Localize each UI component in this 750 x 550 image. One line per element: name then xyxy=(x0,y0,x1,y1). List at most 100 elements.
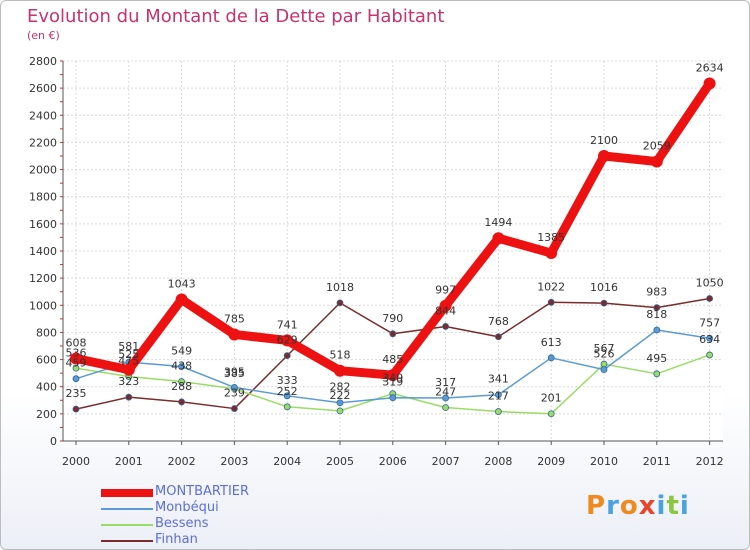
data-point xyxy=(72,405,80,413)
logo-letter: P xyxy=(586,491,607,521)
x-tick-label: 2006 xyxy=(379,455,407,468)
data-point xyxy=(230,405,238,412)
data-point xyxy=(283,403,291,411)
y-tick-label: 200 xyxy=(36,408,57,421)
y-tick-label: 600 xyxy=(36,354,57,367)
x-tick-label: 2010 xyxy=(590,455,618,468)
logo-letter: i xyxy=(679,491,690,521)
data-label: 1494 xyxy=(484,216,512,229)
data-point xyxy=(442,323,450,330)
data-point xyxy=(439,299,452,312)
legend-label: Bessens xyxy=(155,516,209,531)
logo-letter: t xyxy=(666,491,680,521)
y-tick-label: 1600 xyxy=(29,218,57,231)
data-label: 518 xyxy=(330,349,351,362)
chart-subtitle: (en €) xyxy=(27,29,60,42)
logo-letter: i xyxy=(656,491,667,521)
proxiti-logo: Proxiti xyxy=(586,491,690,521)
data-label: 475 xyxy=(118,355,139,368)
data-point xyxy=(598,150,610,162)
data-label: 438 xyxy=(171,360,192,373)
data-point xyxy=(336,407,344,415)
data-label: 235 xyxy=(66,387,87,400)
x-tick-label: 2009 xyxy=(537,455,565,468)
data-point xyxy=(547,410,555,418)
logo-letter: r xyxy=(606,491,620,521)
chart-title: Evolution du Montant de la Dette par Hab… xyxy=(27,6,445,27)
data-point xyxy=(706,295,713,302)
data-label: 581 xyxy=(118,340,139,353)
data-point xyxy=(442,394,450,402)
x-tick-label: 2011 xyxy=(643,455,671,468)
x-tick-label: 2003 xyxy=(220,455,248,468)
data-point xyxy=(653,370,661,378)
data-label: 536 xyxy=(66,346,87,359)
x-tick-label: 2005 xyxy=(326,455,354,468)
x-tick-label: 2001 xyxy=(115,455,143,468)
data-label: 629 xyxy=(277,334,298,347)
data-label: 2059 xyxy=(643,140,671,153)
data-point xyxy=(545,247,558,260)
data-point xyxy=(72,375,80,383)
data-point xyxy=(178,378,186,385)
data-label: 282 xyxy=(330,381,351,394)
data-label: 741 xyxy=(277,318,298,331)
data-label: 385 xyxy=(224,367,245,380)
data-label: 790 xyxy=(382,312,403,325)
legend-swatch xyxy=(101,489,153,497)
y-tick-label: 1800 xyxy=(29,191,57,204)
data-point xyxy=(283,352,291,360)
data-label: 201 xyxy=(541,392,562,405)
data-label: 1018 xyxy=(326,281,354,294)
data-label: 222 xyxy=(330,389,351,402)
data-point xyxy=(72,364,80,372)
y-tick-label: 2400 xyxy=(29,109,57,122)
data-label: 459 xyxy=(66,357,87,370)
x-tick-label: 2012 xyxy=(696,455,724,468)
data-point xyxy=(653,304,661,311)
data-point xyxy=(653,326,661,334)
data-label: 319 xyxy=(382,376,403,389)
legend-label: Monbéqui xyxy=(155,500,219,515)
data-label: 526 xyxy=(594,348,615,361)
data-label: 323 xyxy=(118,375,139,388)
data-label: 247 xyxy=(435,385,456,398)
data-point xyxy=(281,334,294,347)
data-label: 1016 xyxy=(590,281,618,294)
data-label: 495 xyxy=(646,352,667,365)
x-tick-label: 2002 xyxy=(168,455,196,468)
y-tick-label: 0 xyxy=(50,435,57,448)
data-label: 333 xyxy=(277,374,298,387)
data-point xyxy=(178,363,186,370)
data-label: 1043 xyxy=(168,277,196,290)
data-label: 525 xyxy=(118,348,139,361)
data-label: 567 xyxy=(594,342,615,355)
data-point xyxy=(494,391,502,399)
logo-letter: x xyxy=(638,491,657,521)
data-label: 485 xyxy=(382,353,403,366)
legend-swatch xyxy=(101,524,153,526)
y-tick-label: 1200 xyxy=(29,272,57,285)
data-point xyxy=(389,394,397,402)
data-label: 634 xyxy=(699,333,720,346)
y-tick-label: 1000 xyxy=(29,299,57,312)
legend-swatch xyxy=(101,508,153,510)
data-label: 844 xyxy=(435,304,456,317)
data-point xyxy=(492,232,505,245)
data-point xyxy=(706,351,713,359)
data-label: 613 xyxy=(541,336,562,349)
data-label: 608 xyxy=(66,336,87,349)
data-point xyxy=(600,360,608,368)
x-tick-label: 2004 xyxy=(273,455,301,468)
data-label: 288 xyxy=(171,380,192,393)
data-label: 1385 xyxy=(537,231,565,244)
logo-letter: o xyxy=(619,491,639,521)
data-point xyxy=(703,77,716,90)
y-tick-label: 800 xyxy=(36,326,57,339)
data-label: 983 xyxy=(646,286,667,299)
data-label: 317 xyxy=(435,376,456,389)
data-label: 785 xyxy=(224,312,245,325)
data-label: 768 xyxy=(488,315,509,328)
data-point xyxy=(70,352,82,365)
